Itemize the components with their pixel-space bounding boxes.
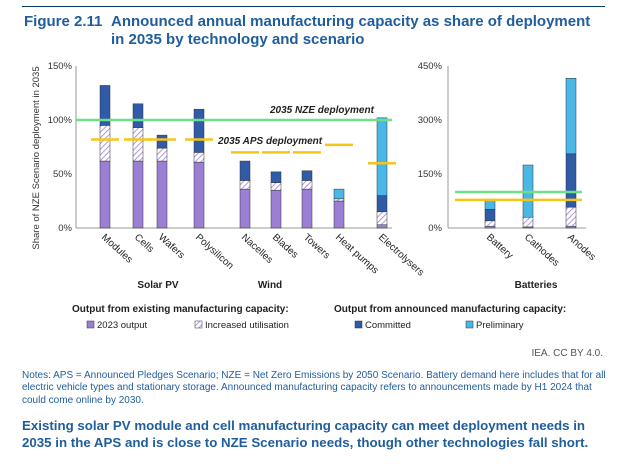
legend-item-preliminary: Preliminary	[465, 320, 524, 331]
bar-polysilicon-increased-utilisation	[193, 152, 205, 163]
bar-anodes-2023-output	[565, 225, 577, 229]
category-label-nacelles: Nacelles	[239, 232, 275, 266]
bar-modules-committed	[99, 85, 111, 126]
legend-item-2023-output: 2023 output	[86, 320, 148, 331]
category-label-battery: Battery	[484, 232, 515, 261]
bar-battery-committed	[484, 209, 496, 222]
legend-heading-existing: Output from existing manufacturing capac…	[72, 304, 289, 315]
bar-cells-increased-utilisation	[132, 127, 144, 162]
legend-item-committed: Committed	[354, 320, 411, 331]
y-tick-left-2: 100%	[48, 115, 73, 126]
bar-nacelles-increased-utilisation	[239, 180, 251, 190]
y-tick-right-3: 450%	[418, 61, 443, 72]
y-tick-right-0: 0%	[428, 223, 442, 234]
legend-swatch-committed	[354, 320, 363, 329]
bar-towers-committed	[301, 170, 313, 181]
category-label-anodes: Anodes	[565, 232, 598, 263]
y-tick-right-1: 150%	[418, 169, 443, 180]
bar-battery-2023-output	[484, 225, 496, 229]
bar-blades-committed	[270, 171, 282, 183]
bar-blades-2023-output	[270, 189, 282, 229]
bar-wafers-increased-utilisation	[156, 147, 168, 162]
chart: 0% 50% 100% 150% 0% 150% 300% 450% ModulesCells…	[31, 61, 598, 331]
bar-cells-committed	[132, 103, 144, 128]
nze-annotation: 2035 NZE deployment	[269, 105, 375, 116]
bar-modules-increased-utilisation	[99, 125, 111, 162]
legend-label-increased-utilisation: Increased utilisation	[205, 320, 289, 331]
bar-cells-2023-output	[132, 160, 144, 229]
bar-electrolysers-committed	[376, 195, 388, 213]
category-label-electrolysers: Electrolysers	[376, 232, 426, 278]
category-label-modules: Modules	[99, 232, 134, 265]
source-credit: IEA. CC BY 4.0.	[531, 348, 603, 359]
bar-cathodes-increased-utilisation	[522, 216, 534, 228]
category-label-heat-pumps: Heat pumps	[333, 232, 380, 276]
y-axis-label: Share of NZE Scenario deployment in 2035	[31, 66, 42, 249]
y-tick-left-0: 0%	[58, 223, 72, 234]
bar-electrolysers-2023-output	[376, 224, 388, 229]
category-label-cathodes: Cathodes	[522, 232, 561, 269]
top-rule	[22, 6, 605, 7]
group-label-batteries: Batteries	[515, 280, 558, 291]
legend-swatch-increased-utilisation	[194, 320, 203, 329]
bar-polysilicon-2023-output	[193, 161, 205, 229]
legend-item-increased-utilisation: Increased utilisation	[194, 320, 289, 331]
bar-heat-pumps-2023-output	[333, 200, 345, 229]
aps-annotation: 2035 APS deployment	[217, 136, 323, 147]
bar-towers-2023-output	[301, 188, 313, 229]
bar-nacelles-committed	[239, 160, 251, 181]
group-label-wind: Wind	[258, 280, 282, 291]
category-label-wafers: Wafers	[156, 232, 187, 261]
notes: Notes: APS = Announced Pledges Scenario;…	[22, 370, 606, 406]
bar-nacelles-2023-output	[239, 188, 251, 229]
bar-battery-increased-utilisation	[484, 220, 496, 227]
bar-heat-pumps-increased-utilisation	[333, 198, 345, 202]
category-label-cells: Cells	[132, 232, 156, 255]
bar-electrolysers-increased-utilisation	[376, 211, 388, 226]
figure-title: Announced annual manufacturing capacity …	[111, 13, 591, 48]
bar-modules-2023-output	[99, 160, 111, 229]
bar-wafers-2023-output	[156, 160, 168, 229]
bar-heat-pumps-preliminary	[333, 188, 345, 200]
legend-swatch-2023-output	[86, 320, 95, 329]
legend-heading-announced: Output from announced manufacturing capa…	[334, 304, 566, 315]
figure-number: Figure 2.11	[24, 13, 103, 30]
legend-swatch-preliminary	[465, 320, 474, 329]
bar-anodes-preliminary	[565, 77, 577, 155]
bar-polysilicon-committed	[193, 108, 205, 153]
bar-blades-increased-utilisation	[270, 182, 282, 191]
y-tick-left-3: 150%	[48, 61, 73, 72]
bar-electrolysers-preliminary	[376, 117, 388, 196]
group-label-solar-pv: Solar PV	[137, 280, 178, 291]
bar-anodes-increased-utilisation	[565, 206, 577, 227]
key-message: Existing solar PV module and cell manufa…	[22, 418, 589, 450]
y-tick-left-1: 50%	[53, 169, 73, 180]
legend-label-2023-output: 2023 output	[97, 320, 148, 331]
bar-towers-increased-utilisation	[301, 180, 313, 190]
bar-wafers-committed	[156, 134, 168, 149]
category-label-towers: Towers	[301, 232, 332, 261]
legend-label-committed: Committed	[365, 320, 411, 331]
legend-label-preliminary: Preliminary	[476, 320, 524, 331]
category-label-polysilicon: Polysilicon	[193, 232, 235, 272]
y-tick-right-2: 300%	[418, 115, 443, 126]
